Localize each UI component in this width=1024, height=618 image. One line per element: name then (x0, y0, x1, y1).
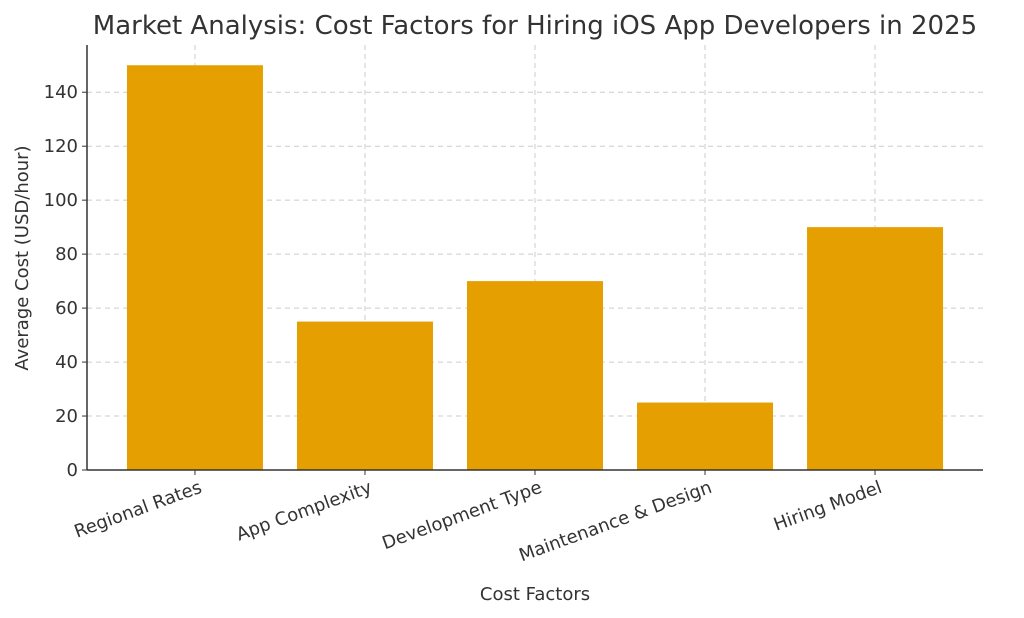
bar (807, 227, 944, 470)
x-tick-label: Maintenance & Design (516, 477, 714, 566)
x-axis-label: Cost Factors (480, 584, 590, 605)
bar (126, 65, 263, 470)
chart-title: Market Analysis: Cost Factors for Hiring… (93, 11, 977, 41)
y-tick-label: 100 (44, 190, 78, 211)
y-tick-label: 0 (67, 460, 78, 481)
y-tick-label: 140 (44, 82, 78, 103)
y-axis-label: Average Cost (USD/hour) (12, 145, 33, 370)
bar (466, 281, 604, 470)
bars (126, 65, 944, 470)
y-tick-label: 80 (55, 244, 78, 265)
y-tick-label: 40 (55, 352, 78, 373)
x-tick-label: Regional Rates (72, 477, 205, 543)
y-tick-label: 60 (55, 298, 78, 319)
x-tick-label: Hiring Model (771, 477, 885, 536)
x-tick-label: App Complexity (234, 477, 375, 546)
y-tick-label: 20 (55, 406, 78, 427)
x-tick-label: Development Type (379, 477, 544, 554)
bar (296, 321, 433, 470)
bar (637, 402, 774, 470)
y-tick-label: 120 (44, 136, 78, 157)
